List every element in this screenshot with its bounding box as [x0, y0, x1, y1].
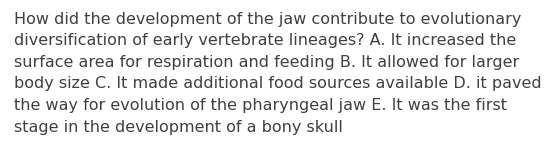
Text: How did the development of the jaw contribute to evolutionary
diversification of: How did the development of the jaw contr… [14, 12, 542, 135]
